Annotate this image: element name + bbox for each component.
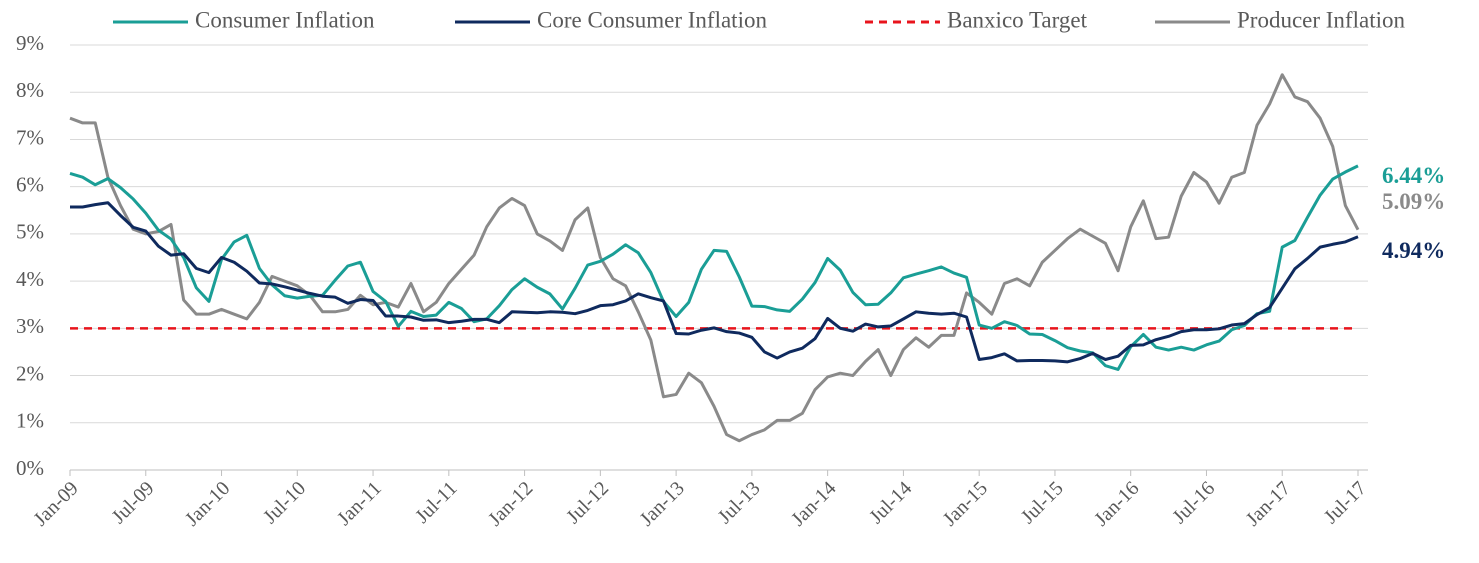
x-tick-label: Jul-11 [411,477,461,527]
legend-label: Banxico Target [947,7,1088,32]
x-tick-label: Jan-17 [1242,477,1295,530]
series-line [70,201,1359,364]
x-tick-label: Jul-17 [1320,477,1371,528]
y-tick-label: 4% [16,267,44,291]
x-tick-label: Jan-12 [484,477,537,530]
x-tick-label: Jan-16 [1090,477,1143,530]
x-tick-label: Jul-09 [108,477,159,528]
y-tick-label: 9% [16,31,44,55]
x-tick-label: Jul-15 [1017,477,1068,528]
x-tick-label: Jan-13 [636,477,689,530]
legend-label: Core Consumer Inflation [537,7,767,32]
series-line [69,164,1359,371]
y-tick-label: 0% [16,456,44,480]
y-tick-label: 8% [16,78,44,102]
y-tick-label: 2% [16,361,44,385]
end-label: 5.09% [1382,189,1445,214]
end-label: 4.94% [1382,238,1445,263]
x-tick-label: Jul-16 [1168,477,1219,528]
y-tick-label: 1% [16,409,44,433]
x-tick-label: Jan-11 [333,477,386,530]
y-tick-label: 5% [16,220,44,244]
series-line [69,73,1360,443]
x-tick-label: Jul-12 [562,477,613,528]
x-tick-label: Jul-14 [865,477,916,528]
y-tick-label: 6% [16,172,44,196]
y-tick-label: 3% [16,314,44,338]
x-tick-label: Jan-14 [787,477,840,530]
x-tick-label: Jul-10 [259,477,310,528]
y-tick-label: 7% [16,125,44,149]
end-label: 6.44% [1382,163,1445,188]
legend-label: Consumer Inflation [195,7,375,32]
x-tick-label: Jan-09 [30,477,83,530]
x-tick-label: Jul-13 [714,477,765,528]
x-tick-label: Jan-10 [181,477,234,530]
legend-label: Producer Inflation [1237,7,1405,32]
x-tick-label: Jan-15 [939,477,992,530]
